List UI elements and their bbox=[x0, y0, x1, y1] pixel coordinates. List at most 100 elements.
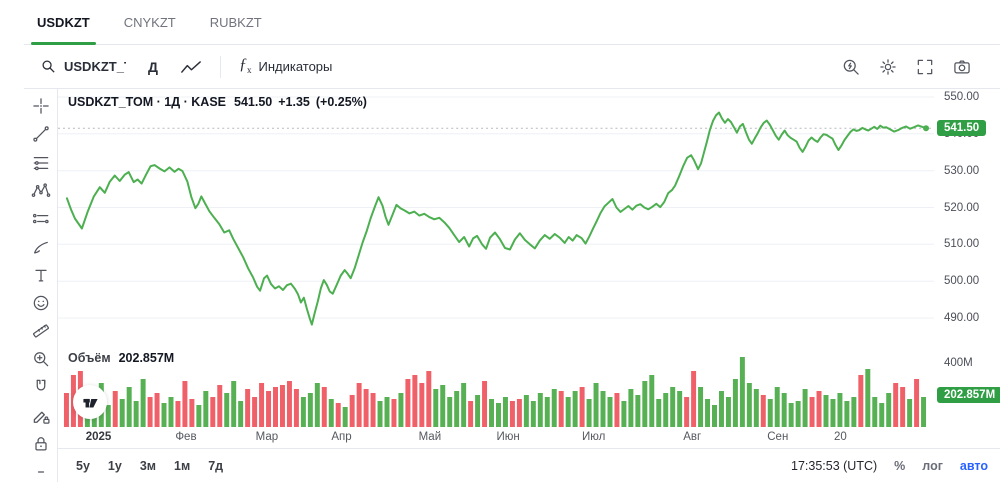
tool-forecast[interactable] bbox=[29, 208, 53, 229]
volume-value: 202.857M bbox=[118, 351, 175, 365]
clock-utc[interactable]: 17:35:53 (UTC) bbox=[791, 458, 878, 473]
volume-bar bbox=[872, 397, 878, 427]
price-scale-label: 510.00 bbox=[944, 238, 980, 251]
volume-bar bbox=[760, 395, 766, 427]
volume-bar bbox=[252, 397, 258, 427]
volume-bar bbox=[886, 393, 892, 427]
tool-drawing-lock[interactable] bbox=[29, 405, 53, 426]
volume-bar bbox=[816, 391, 822, 427]
range-7д[interactable]: 7д bbox=[208, 458, 224, 473]
volume-bar bbox=[496, 403, 501, 427]
tool-lock-all[interactable] bbox=[29, 433, 53, 454]
volume-bar bbox=[865, 369, 871, 427]
tab-cnykzt[interactable]: CNYKZT bbox=[123, 14, 176, 30]
volume-bar bbox=[419, 383, 425, 427]
volume-bar bbox=[579, 387, 585, 427]
time-scale-label: 20 bbox=[833, 431, 847, 443]
volume-bar bbox=[440, 385, 446, 427]
volume-bar bbox=[530, 401, 536, 427]
volume-bar bbox=[858, 375, 864, 427]
volume-bar bbox=[739, 357, 745, 427]
tool-magnet[interactable] bbox=[29, 377, 53, 398]
price-scale-label: 520.00 bbox=[944, 201, 980, 214]
tool-text[interactable] bbox=[29, 265, 53, 286]
volume-bar bbox=[482, 381, 488, 427]
volume-bar bbox=[461, 383, 467, 427]
volume-bar bbox=[370, 393, 376, 427]
volume-bar bbox=[502, 397, 508, 427]
volume-bar bbox=[509, 401, 515, 427]
volume-bar bbox=[670, 387, 676, 427]
volume-bar bbox=[447, 397, 453, 427]
log-scale-button[interactable]: лог bbox=[922, 458, 943, 473]
tool-fib-retracement[interactable] bbox=[29, 152, 53, 173]
volume-bar bbox=[767, 399, 773, 427]
indicators-button[interactable]: ƒx Индикаторы bbox=[231, 53, 340, 79]
volume-bar bbox=[830, 399, 836, 427]
range-5y[interactable]: 5y bbox=[76, 458, 90, 473]
text-icon bbox=[34, 269, 47, 282]
volume-scale-label: 400M bbox=[944, 357, 973, 369]
volume-label: Объём bbox=[68, 351, 111, 365]
volume-bar bbox=[154, 393, 160, 427]
chart-plot[interactable]: USDKZT_TOM · 1Д · KASE 541.50 +1.35 (+0.… bbox=[58, 89, 934, 448]
tool-trend-line[interactable] bbox=[29, 124, 53, 145]
volume-bar bbox=[161, 403, 167, 427]
tool-emoji[interactable] bbox=[29, 293, 53, 314]
time-scale[interactable]: 2025 Фев Мар Апр Май Июн Июл Авг Сен 20 bbox=[58, 428, 868, 448]
interval-button[interactable]: Д bbox=[148, 58, 158, 75]
symbol-search-button[interactable]: USDKZT_T bbox=[32, 54, 134, 79]
volume-bar bbox=[788, 403, 794, 427]
quick-search-icon bbox=[843, 59, 859, 75]
range-3м[interactable]: 3м bbox=[139, 458, 157, 473]
tool-more-dash[interactable] bbox=[29, 461, 53, 482]
volume-bar bbox=[398, 393, 404, 427]
fullscreen-button[interactable] bbox=[911, 53, 939, 81]
percent-scale-button[interactable]: % bbox=[894, 458, 906, 473]
quick-search-button[interactable] bbox=[837, 53, 865, 81]
volume-bar bbox=[893, 383, 899, 427]
tab-rubkzt[interactable]: RUBKZT bbox=[209, 14, 262, 30]
volume-bar bbox=[314, 383, 320, 427]
price-pane[interactable] bbox=[58, 89, 934, 345]
volume-bar bbox=[753, 389, 759, 427]
volume-bar bbox=[600, 391, 606, 427]
crosshair-icon bbox=[32, 98, 49, 115]
volume-bar bbox=[795, 401, 801, 427]
last-price-dot bbox=[923, 125, 930, 132]
volume-bar bbox=[593, 383, 599, 427]
chart-legend[interactable]: USDKZT_TOM · 1Д · KASE 541.50 +1.35 (+0.… bbox=[68, 95, 367, 109]
range-1y[interactable]: 1y bbox=[107, 458, 122, 473]
volume-bar bbox=[628, 389, 634, 427]
range-1м[interactable]: 1м bbox=[174, 458, 191, 473]
volume-bar bbox=[349, 395, 355, 427]
volume-bar bbox=[286, 381, 292, 427]
volume-bar bbox=[851, 397, 857, 427]
price-scale[interactable]: 550.00540.00530.00520.00510.00500.00490.… bbox=[934, 89, 1000, 448]
indicators-label: Индикаторы bbox=[258, 59, 333, 74]
brush-icon bbox=[33, 241, 48, 254]
price-scale-label: 530.00 bbox=[944, 164, 980, 177]
volume-bar bbox=[712, 405, 717, 427]
settings-button[interactable] bbox=[874, 53, 902, 81]
tradingview-logo-icon bbox=[82, 398, 98, 407]
snapshot-button[interactable] bbox=[948, 53, 976, 81]
tradingview-logo[interactable] bbox=[73, 385, 107, 419]
tool-xabcd-pattern[interactable] bbox=[29, 180, 53, 201]
volume-bar bbox=[175, 401, 181, 427]
volume-bar bbox=[196, 405, 202, 427]
volume-bar bbox=[412, 375, 418, 427]
time-scale-label: Сен bbox=[767, 431, 789, 443]
volume-bar bbox=[523, 395, 529, 427]
volume-pane[interactable] bbox=[58, 348, 934, 428]
time-scale-label: Фев bbox=[175, 431, 197, 443]
tool-ruler[interactable] bbox=[29, 321, 53, 342]
tool-brush[interactable] bbox=[29, 237, 53, 258]
volume-value-badge: 202.857M bbox=[937, 386, 1000, 403]
auto-scale-button[interactable]: авто bbox=[959, 458, 988, 473]
chart-style-button[interactable] bbox=[172, 54, 210, 80]
volume-legend: Объём 202.857M bbox=[68, 351, 174, 365]
tab-usdkzt[interactable]: USDKZT bbox=[31, 0, 96, 45]
tool-crosshair[interactable] bbox=[29, 96, 53, 117]
tool-zoom-in[interactable] bbox=[29, 349, 53, 370]
